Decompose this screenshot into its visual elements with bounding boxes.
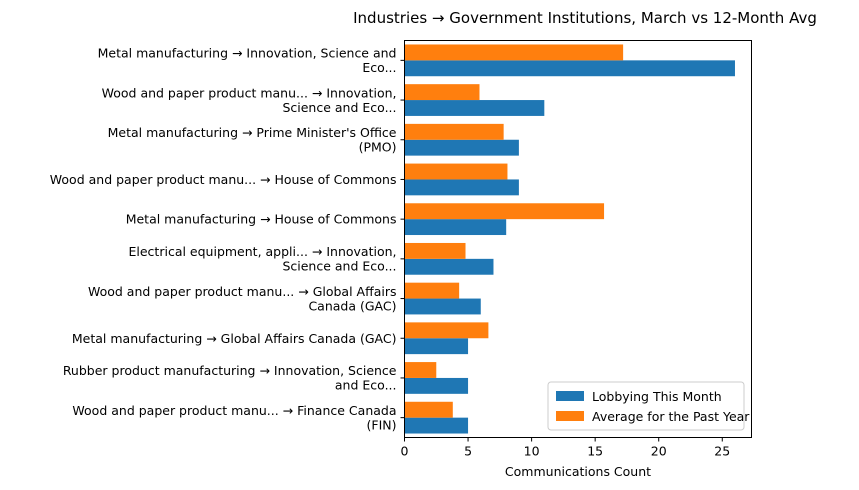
bar-this-month xyxy=(404,377,469,394)
y-tick-label: Wood and paper product manu... → Innovat… xyxy=(102,85,397,115)
bar-this-month xyxy=(404,139,519,156)
bar-this-month xyxy=(404,219,507,236)
x-tick-label: 5 xyxy=(464,444,472,459)
bar-past-year-avg xyxy=(404,322,489,339)
bar-this-month xyxy=(404,100,545,116)
y-tick-label: Metal manufacturing → Prime Minister's O… xyxy=(108,125,397,155)
y-tick-label: Rubber product manufacturing → Innovatio… xyxy=(63,363,397,393)
x-tick-label: 25 xyxy=(714,444,730,459)
bar-this-month xyxy=(404,298,481,315)
y-tick-label: Wood and paper product manu... → House o… xyxy=(50,172,397,187)
y-tick-label: Metal manufacturing → Global Affairs Can… xyxy=(72,331,397,346)
legend-box xyxy=(547,381,745,431)
legend-swatch xyxy=(556,411,584,421)
y-tick-label: Metal manufacturing → House of Commons xyxy=(126,212,397,227)
y-tick-label: Wood and paper product manu... → Global … xyxy=(88,284,397,314)
y-tick-label: Metal manufacturing → Innovation, Scienc… xyxy=(98,46,397,76)
bar-past-year-avg xyxy=(404,44,624,61)
bar-past-year-avg xyxy=(404,123,504,140)
y-tick-label: Electrical equipment, appli... → Innovat… xyxy=(129,244,397,274)
y-tick-label: Wood and paper product manu... → Finance… xyxy=(72,403,396,433)
bar-past-year-avg xyxy=(404,84,480,101)
x-axis-label: Communications Count xyxy=(505,464,651,479)
bar-this-month xyxy=(404,60,735,77)
x-tick-label: 20 xyxy=(651,444,667,459)
bar-past-year-avg xyxy=(404,163,508,180)
bar-past-year-avg xyxy=(404,401,453,418)
bar-past-year-avg xyxy=(404,282,460,299)
chart-title: Industries → Government Institutions, Ma… xyxy=(353,9,817,27)
bar-past-year-avg xyxy=(404,242,466,259)
plot-area xyxy=(404,44,735,434)
y-axis: Metal manufacturing → Innovation, Scienc… xyxy=(50,46,405,433)
x-tick-label: 15 xyxy=(587,444,603,459)
legend-label: Average for the Past Year xyxy=(592,409,750,424)
bar-this-month xyxy=(404,417,469,434)
x-tick-label: 0 xyxy=(401,444,409,459)
legend: Lobbying This Month Average for the Past … xyxy=(547,381,750,431)
x-tick-label: 10 xyxy=(524,444,540,459)
bar-this-month xyxy=(404,258,494,275)
bar-this-month xyxy=(404,179,519,196)
bar-this-month xyxy=(404,338,469,355)
legend-swatch xyxy=(556,391,584,401)
bar-past-year-avg xyxy=(404,362,437,378)
bar-past-year-avg xyxy=(404,203,605,220)
legend-label: Lobbying This Month xyxy=(592,389,722,404)
plot-frame xyxy=(404,40,752,438)
x-axis: 0 5 10 15 20 25 xyxy=(401,437,730,459)
